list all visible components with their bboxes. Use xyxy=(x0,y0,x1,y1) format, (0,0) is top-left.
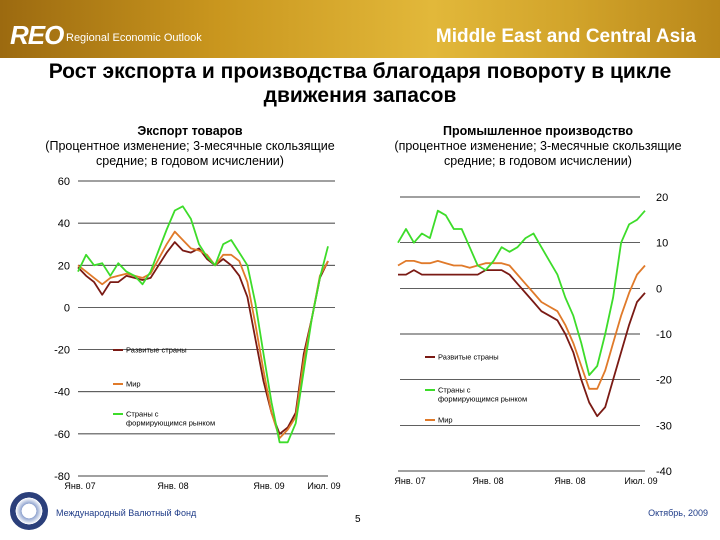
legend-label: Мир xyxy=(126,380,141,389)
y-tick-label: 40 xyxy=(58,218,70,230)
footer-date: Октябрь, 2009 xyxy=(648,508,708,518)
x-tick-label: Июл. 09 xyxy=(624,476,657,486)
brand-logo: REO xyxy=(10,20,64,50)
y-tick-label: 0 xyxy=(64,302,70,314)
left-chart-title: Экспорт товаров xyxy=(137,124,243,138)
y-tick-label: -30 xyxy=(656,420,672,432)
y-tick-label: 20 xyxy=(58,260,70,272)
left-chart-subtitle: (Процентное изменение; 3-месячные скольз… xyxy=(45,139,335,168)
y-tick-label: -40 xyxy=(656,466,672,478)
header-banner: REO Regional Economic Outlook Middle Eas… xyxy=(0,0,720,58)
legend-label: Развитые страны xyxy=(438,353,499,362)
y-tick-label: -40 xyxy=(54,387,70,399)
x-tick-label: Июл. 09 xyxy=(307,481,340,491)
series-line-0 xyxy=(77,241,329,435)
x-tick-label: Янв. 07 xyxy=(64,481,95,491)
footer-organization: Международный Валютный Фонд xyxy=(56,508,197,518)
series-line-1 xyxy=(77,230,329,440)
right-chart-heading: Промышленное производство (процентное из… xyxy=(378,124,698,169)
x-tick-label: Янв. 09 xyxy=(253,481,284,491)
legend-label: Развитые страны xyxy=(126,346,187,355)
y-tick-label: -10 xyxy=(656,329,672,341)
y-tick-label: -80 xyxy=(54,471,70,483)
x-tick-label: Янв. 07 xyxy=(394,476,425,486)
legend-label: Мир xyxy=(438,416,453,425)
y-tick-label: 10 xyxy=(656,238,668,250)
right-chart-subtitle: (процентное изменение; 3-месячные скольз… xyxy=(394,139,682,168)
y-tick-label: 20 xyxy=(656,192,668,204)
right-chart-title: Промышленное производство xyxy=(442,124,634,138)
series-line-0 xyxy=(398,269,646,418)
y-tick-label: 0 xyxy=(656,283,662,295)
y-tick-label: -60 xyxy=(54,429,70,441)
y-tick-label: 60 xyxy=(58,176,70,188)
legend-label: Страны с формирующимся рынком xyxy=(126,410,215,428)
page-number: 5 xyxy=(355,514,361,525)
x-tick-label: Янв. 08 xyxy=(554,476,585,486)
legend-label: Страны с формирующимся рынком xyxy=(438,386,527,404)
region-title: Middle East and Central Asia xyxy=(435,26,696,47)
y-tick-label: -20 xyxy=(656,375,672,387)
y-tick-label: -20 xyxy=(54,345,70,357)
series-line-2 xyxy=(77,205,329,444)
page-title: Рост экспорта и производства благодаря п… xyxy=(48,60,672,107)
imf-seal-icon xyxy=(10,492,48,530)
left-chart-heading: Экспорт товаров (Процентное изменение; 3… xyxy=(20,124,360,169)
x-tick-label: Янв. 08 xyxy=(472,476,503,486)
brand-subtitle: Regional Economic Outlook xyxy=(66,32,202,44)
series-line-1 xyxy=(397,259,646,390)
x-tick-label: Янв. 08 xyxy=(157,481,188,491)
series-line-2 xyxy=(397,209,646,377)
